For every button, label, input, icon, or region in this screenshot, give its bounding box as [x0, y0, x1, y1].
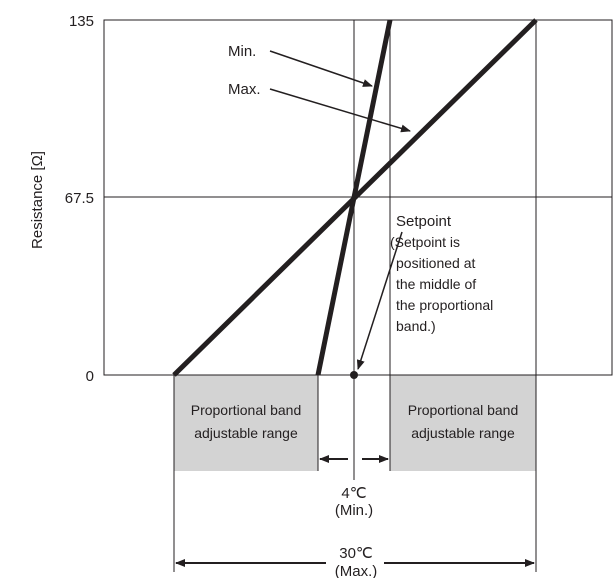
- y-tick-0: 0: [86, 368, 94, 385]
- setpoint-note-3: the middle of: [396, 276, 476, 292]
- y-axis-label: Resistance [Ω]: [29, 151, 46, 249]
- min-arrow: [269, 50, 373, 87]
- setpoint-note-2: positioned at: [396, 255, 476, 271]
- max-label: Max.: [228, 81, 261, 98]
- dim-min-caption: (Min.): [335, 502, 373, 519]
- band-left-line1: Proportional band: [191, 402, 302, 418]
- y-tick-135: 135: [69, 13, 94, 30]
- setpoint-title: Setpoint: [396, 213, 452, 230]
- max-arrow: [269, 88, 411, 133]
- line-min: [315, 19, 393, 376]
- band-right-line2: adjustable range: [411, 425, 515, 441]
- band-right-line1: Proportional band: [408, 402, 519, 418]
- y-tick-67-5: 67.5: [65, 190, 94, 207]
- dim-max-caption: (Max.): [335, 563, 378, 578]
- band-left-line2: adjustable range: [194, 425, 298, 441]
- min-label: Min.: [228, 43, 256, 60]
- dim-min-value: 4℃: [341, 485, 366, 502]
- setpoint-note-5: band.): [396, 318, 436, 334]
- setpoint-note-4: the proportional: [396, 297, 493, 313]
- setpoint-dot: [350, 371, 358, 379]
- band-left: [174, 375, 318, 471]
- setpoint-note-1: (Setpoint is: [390, 234, 460, 250]
- band-right: [390, 375, 536, 471]
- setpoint-arrow: [356, 231, 403, 370]
- dim-max-value: 30℃: [339, 545, 373, 562]
